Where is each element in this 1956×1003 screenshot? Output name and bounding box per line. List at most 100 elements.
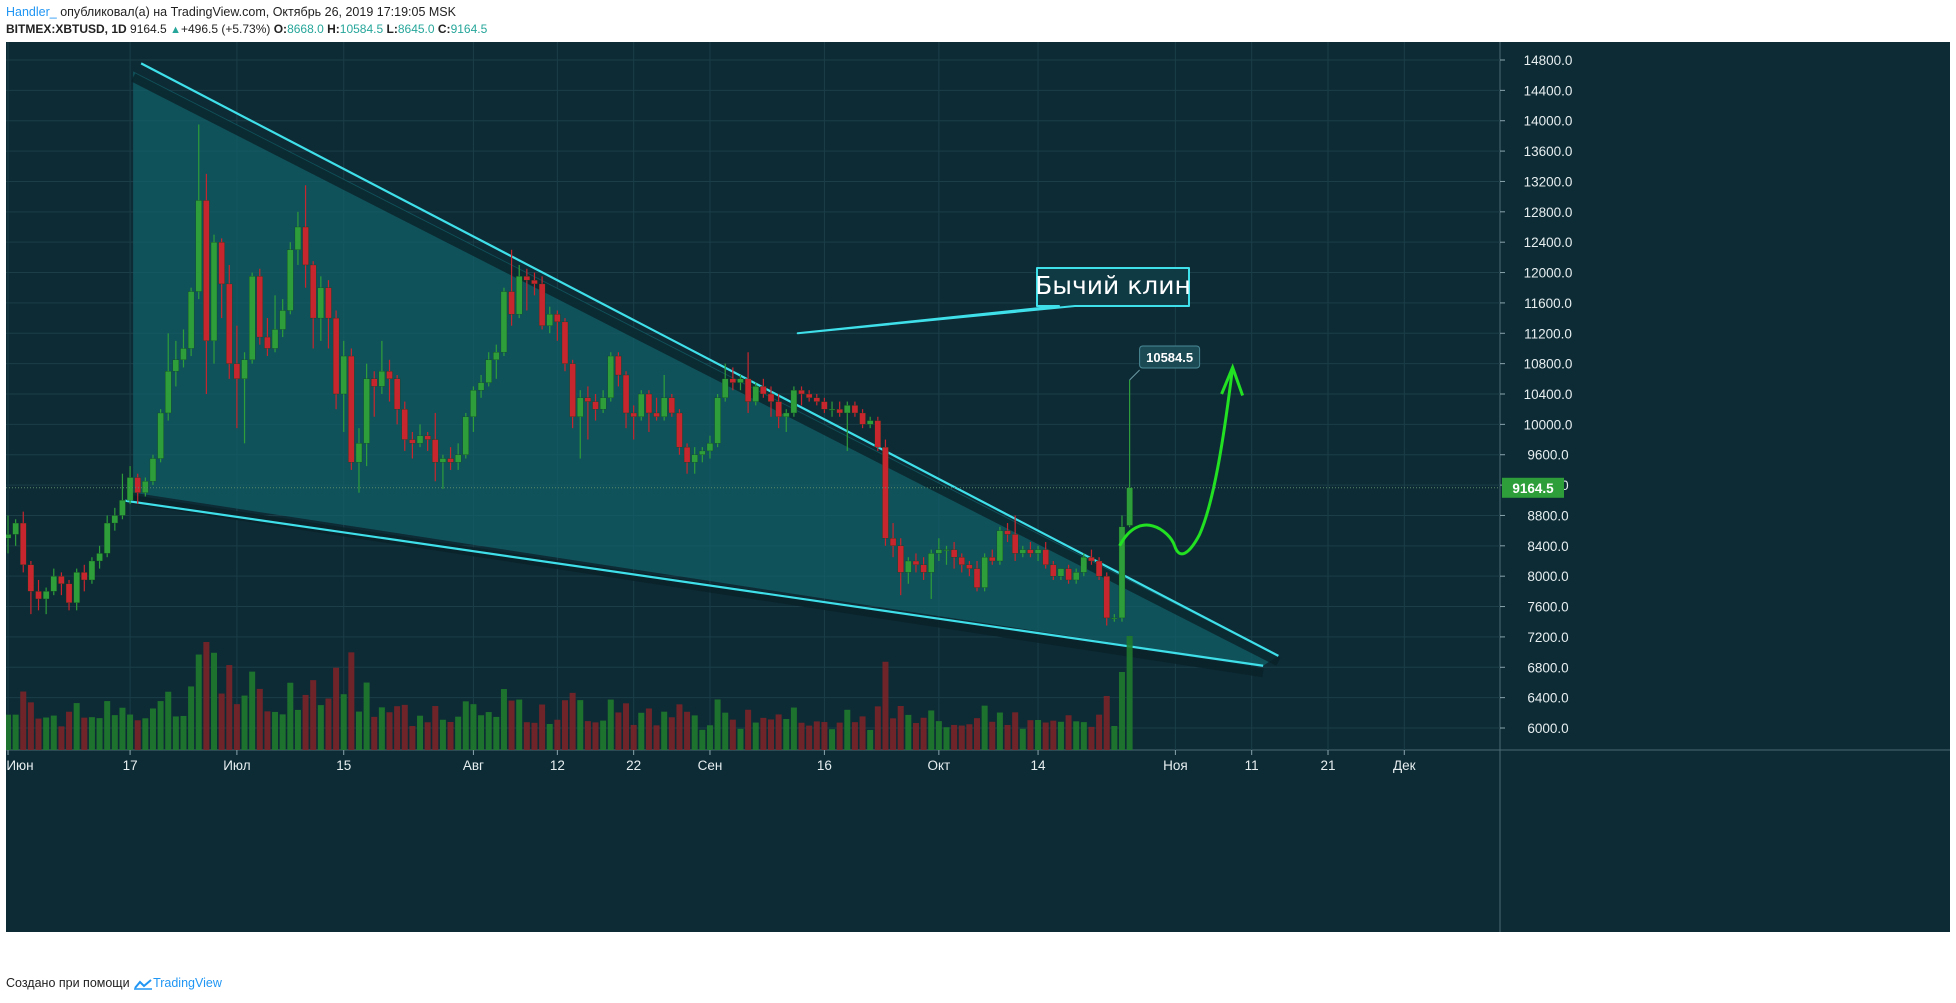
candle — [767, 386, 775, 417]
x-tick-label: 21 — [1320, 758, 1335, 773]
volume-bar — [829, 729, 836, 750]
candle-body — [432, 439, 439, 463]
volume-bar — [935, 721, 942, 750]
candle-body — [958, 557, 965, 565]
volume-bar — [203, 642, 210, 750]
candle — [806, 390, 813, 402]
volume-bars — [5, 636, 1133, 750]
candle — [371, 371, 378, 417]
wedge-lower-line — [124, 499, 1264, 667]
volume-bar — [478, 715, 485, 750]
candle-body — [584, 397, 592, 402]
volume-bar — [989, 721, 996, 750]
candle — [27, 561, 35, 615]
x-tick-label: 16 — [817, 758, 832, 773]
volume-bar — [630, 724, 637, 750]
candle — [111, 507, 118, 531]
projection-arrowhead — [1220, 363, 1245, 397]
volume-bar — [256, 688, 263, 750]
candle — [65, 579, 73, 611]
candle — [897, 538, 904, 596]
annotation-callout — [796, 267, 1190, 335]
volume-bar — [867, 729, 874, 750]
volume-bar — [1057, 721, 1064, 750]
volume-bar — [1118, 672, 1125, 750]
candle-body — [744, 378, 752, 402]
volume-bar — [157, 701, 164, 750]
candle — [58, 572, 65, 596]
candle — [790, 386, 798, 417]
candle-body — [676, 412, 683, 448]
candle-body — [691, 454, 698, 463]
candle-body — [630, 412, 637, 417]
candle — [241, 352, 248, 444]
high-marker-label: 10584.5 — [1146, 350, 1193, 365]
candle — [470, 386, 477, 432]
candle-body — [287, 249, 294, 311]
candle — [203, 173, 210, 394]
candle — [104, 515, 111, 558]
candle — [821, 397, 828, 413]
candle — [752, 382, 759, 406]
volume-bar — [1096, 714, 1103, 750]
candle-body — [790, 390, 798, 414]
candle-body — [1073, 572, 1080, 581]
symbol-info: BITMEX:XBTUSD, 1D 9164.5 ▲+496.5 (+5.73%… — [6, 22, 487, 36]
volume-bar — [134, 720, 141, 750]
candle — [439, 454, 447, 489]
candle — [340, 340, 347, 432]
candle-body — [416, 435, 424, 444]
candle-body — [180, 348, 187, 360]
candle — [1073, 568, 1080, 584]
candle — [348, 348, 355, 470]
candle-body — [561, 321, 569, 364]
volume-bar — [882, 661, 889, 750]
candle-body — [119, 500, 126, 516]
candle-body — [1118, 526, 1126, 619]
candle-body — [996, 530, 1004, 562]
candle-body — [96, 553, 103, 562]
volume-bar — [233, 704, 240, 750]
volume-bar — [455, 716, 462, 750]
volume-bar — [981, 705, 988, 750]
tradingview-link[interactable]: TradingView — [153, 976, 222, 990]
candle — [119, 473, 126, 520]
candle — [1050, 561, 1057, 580]
candle-body — [439, 458, 447, 463]
candle-body — [340, 355, 347, 395]
volume-bar — [447, 721, 454, 750]
candle-body — [485, 359, 492, 383]
candle — [149, 454, 157, 486]
candle — [622, 371, 630, 429]
volume-bar — [1103, 696, 1110, 750]
candle — [706, 435, 714, 459]
candle-body — [599, 397, 607, 410]
volume-bar — [50, 715, 57, 750]
candle-body — [58, 576, 65, 584]
candle — [126, 466, 134, 505]
chart-area[interactable]: 14800.0 14400.0 14000.0 13600.0 13200.0 12800… — [4, 42, 1950, 932]
author-link[interactable]: Handler_ — [6, 5, 57, 19]
candle — [882, 439, 889, 546]
volume-bar — [768, 719, 774, 750]
candle-body — [1103, 576, 1110, 619]
candle — [332, 310, 340, 410]
candle — [409, 431, 416, 459]
candle — [699, 447, 706, 463]
candle-body — [699, 450, 706, 455]
candle — [1042, 542, 1049, 569]
candle — [447, 447, 454, 470]
candle — [363, 363, 370, 467]
volume-bar — [821, 722, 828, 750]
candle — [35, 579, 42, 611]
price-chart[interactable]: 14800.014400.014000.013600.013200.012800… — [4, 42, 1950, 932]
candle — [912, 553, 920, 573]
candle-body — [348, 355, 355, 463]
volume-bar — [1004, 724, 1011, 750]
volume-bar — [119, 707, 126, 750]
low-value: 8645.0 — [397, 22, 435, 36]
x-tick-label: Авг — [463, 758, 484, 773]
candle-body — [821, 401, 828, 410]
y-tick-label: 8400.0 — [1527, 539, 1568, 554]
candle — [950, 542, 958, 569]
